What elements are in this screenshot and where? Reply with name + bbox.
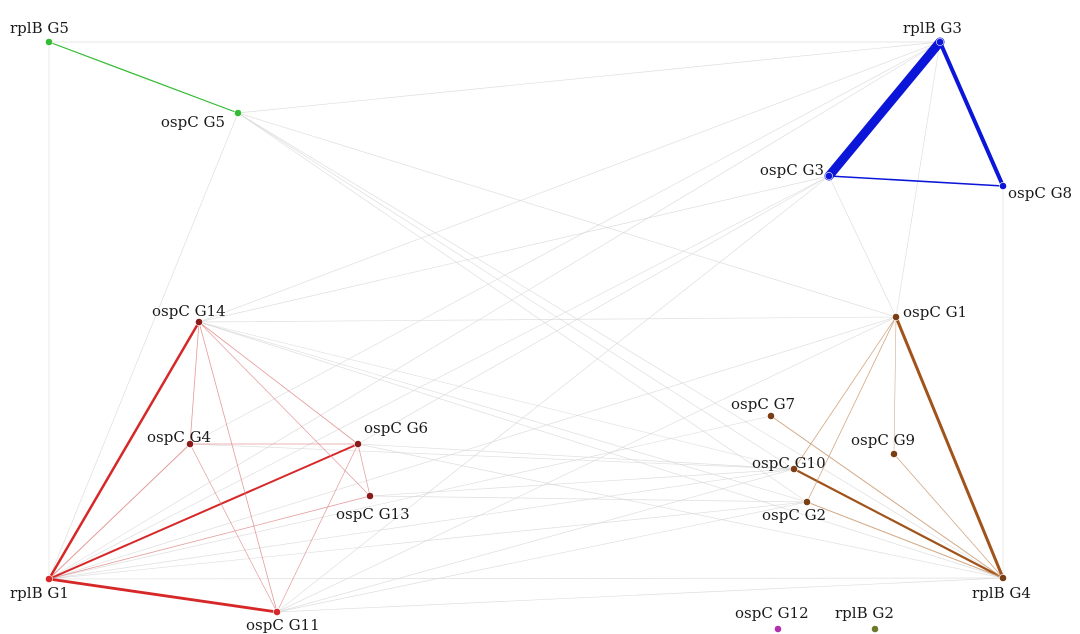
- edge-ospc-g3-ospc-g8: [828, 175, 1004, 187]
- label-ospc-g14: ospC G14: [152, 302, 226, 320]
- node-ospc-g4: [186, 440, 194, 448]
- edge-ospc-g6-ospc-g11: [276, 443, 359, 613]
- label-rplb-g1: rplB G1: [10, 584, 69, 602]
- edge-ospc-g13-ospc-g10: [369, 468, 795, 497]
- edge-ospc-g5-rplb-g3: [237, 41, 941, 114]
- node-ospc-g5: [234, 109, 242, 117]
- node-rplb-g3: [936, 38, 944, 46]
- edge-rplb-g3-rplb-g1: [48, 41, 941, 580]
- node-ospc-g9: [890, 450, 898, 458]
- label-ospc-g2: ospC G2: [762, 506, 826, 524]
- label-ospc-g9: ospC G9: [851, 431, 915, 449]
- label-ospc-g13: ospC G13: [336, 505, 410, 523]
- edge-rplb-g3-ospc-g4: [189, 41, 941, 445]
- edge-ospc-g14-ospc-g6: [198, 321, 359, 445]
- label-ospc-g4: ospC G4: [147, 428, 211, 446]
- node-ospc-g14: [195, 318, 203, 326]
- label-ospc-g6: ospC G6: [364, 419, 428, 437]
- node-rplb-g1: [45, 575, 53, 583]
- label-ospc-g10: ospC G10: [752, 454, 826, 472]
- edge-ospc-g14-rplb-g4: [198, 321, 1004, 579]
- edge-rplb-g3-ospc-g8: [938, 40, 1005, 188]
- edge-rplb-g5-ospc-g5: [48, 41, 239, 114]
- node-ospc-g6: [354, 440, 362, 448]
- node-ospc-g7: [767, 412, 775, 420]
- edge-ospc-g1-ospc-g2: [806, 316, 897, 503]
- edge-ospc-g6-ospc-g10: [357, 443, 795, 470]
- node-rplb-g5: [45, 38, 53, 46]
- edge-ospc-g3-ospc-g14: [198, 175, 830, 323]
- label-ospc-g12: ospC G12: [735, 604, 809, 622]
- edge-ospc-g5-ospc-g2: [237, 112, 808, 503]
- edge-ospc-g14-ospc-g4: [189, 321, 200, 445]
- edge-rplb-g1-ospc-g4: [48, 443, 191, 580]
- edge-ospc-g14-ospc-g2: [198, 321, 808, 503]
- edge-rplb-g3-ospc-g1: [895, 41, 941, 318]
- labels-layer: rplB G5 ospC G5 rplB G3 ospC G3 ospC G8 ospC …: [10, 19, 1072, 634]
- edge-rplb-g1-ospc-g1: [48, 316, 897, 580]
- edge-ospc-g1-ospc-g9: [893, 316, 897, 455]
- label-ospc-g11: ospC G11: [246, 616, 320, 634]
- node-ospc-g11: [273, 608, 281, 616]
- edge-ospc-g1-ospc-g10: [793, 316, 897, 470]
- node-ospc-g10: [790, 465, 798, 473]
- edge-rplb-g4-ospc-g7: [770, 415, 1004, 579]
- edge-rplb-g4-ospc-g2: [806, 501, 1004, 579]
- edge-ospc-g14-ospc-g1: [198, 316, 897, 323]
- label-rplb-g5: rplB G5: [10, 19, 69, 37]
- edge-ospc-g4-ospc-g10: [189, 443, 795, 470]
- edge-ospc-g11-rplb-g4: [276, 577, 1004, 613]
- edge-ospc-g6-ospc-g13: [357, 443, 371, 497]
- edge-ospc-g6-rplb-g4: [357, 443, 1004, 579]
- node-ospc-g3: [825, 172, 833, 180]
- edge-rplb-g1-ospc-g2: [48, 501, 808, 580]
- edge-rplb-g1-ospc-g6: [48, 443, 359, 580]
- edge-ospc-g3-ospc-g1: [828, 175, 897, 318]
- node-ospc-g1: [892, 313, 900, 321]
- node-ospc-g2: [803, 498, 811, 506]
- edge-ospc-g11-ospc-g1: [276, 316, 897, 613]
- node-ospc-g12: [774, 625, 782, 633]
- edge-ospc-g10-ospc-g14: [198, 321, 795, 470]
- edge-rplb-g1-ospc-g10: [48, 468, 795, 580]
- edge-ospc-g14-ospc-g11: [198, 321, 278, 613]
- nodes-layer: [45, 38, 1007, 633]
- label-ospc-g1: ospC G1: [903, 303, 967, 321]
- edge-rplb-g3-ospc-g14: [198, 41, 941, 323]
- edge-ospc-g14-ospc-g13: [198, 321, 371, 497]
- edge-ospc-g11-ospc-g10: [276, 468, 795, 613]
- edge-ospc-g5-rplb-g4: [237, 112, 1004, 579]
- edge-rplb-g1-ospc-g11: [47, 577, 279, 614]
- edge-ospc-g5-ospc-g1: [237, 112, 897, 318]
- label-ospc-g3: ospC G3: [760, 161, 824, 179]
- edge-ospc-g4-ospc-g11: [189, 443, 278, 613]
- label-rplb-g2: rplB G2: [835, 604, 894, 622]
- edge-ospc-g3-ospc-g11: [276, 175, 830, 613]
- edge-ospc-g5-rplb-g1: [48, 112, 239, 580]
- node-ospc-g8: [999, 182, 1007, 190]
- node-ospc-g13: [366, 492, 374, 500]
- edge-rplb-g1-rplb-g4: [48, 577, 1004, 580]
- label-ospc-g5: ospC G5: [161, 113, 225, 131]
- edges-layer: [47, 37, 1005, 614]
- edge-rplb-g1-ospc-g14: [47, 320, 201, 581]
- label-ospc-g8: ospC G8: [1008, 184, 1072, 202]
- label-rplb-g3: rplB G3: [903, 19, 962, 37]
- edge-ospc-g3-ospc-g6: [357, 175, 830, 445]
- edge-rplb-g4-ospc-g10: [792, 467, 1005, 580]
- label-rplb-g4: rplB G4: [972, 584, 1031, 602]
- edge-rplb-g1-ospc-g13: [48, 495, 371, 580]
- edge-rplb-g4-ospc-g9: [893, 453, 1004, 579]
- edge-rplb-g3-ospc-g3: [824, 37, 945, 181]
- edge-ospc-g11-ospc-g2: [276, 501, 808, 613]
- label-ospc-g7: ospC G7: [731, 395, 795, 413]
- node-rplb-g4: [999, 574, 1007, 582]
- edge-rplb-g1-ospc-g7: [48, 415, 772, 580]
- edge-ospc-g3-rplb-g1: [48, 175, 830, 580]
- edge-rplb-g4-ospc-g1: [894, 315, 1005, 580]
- node-rplb-g2: [871, 625, 879, 633]
